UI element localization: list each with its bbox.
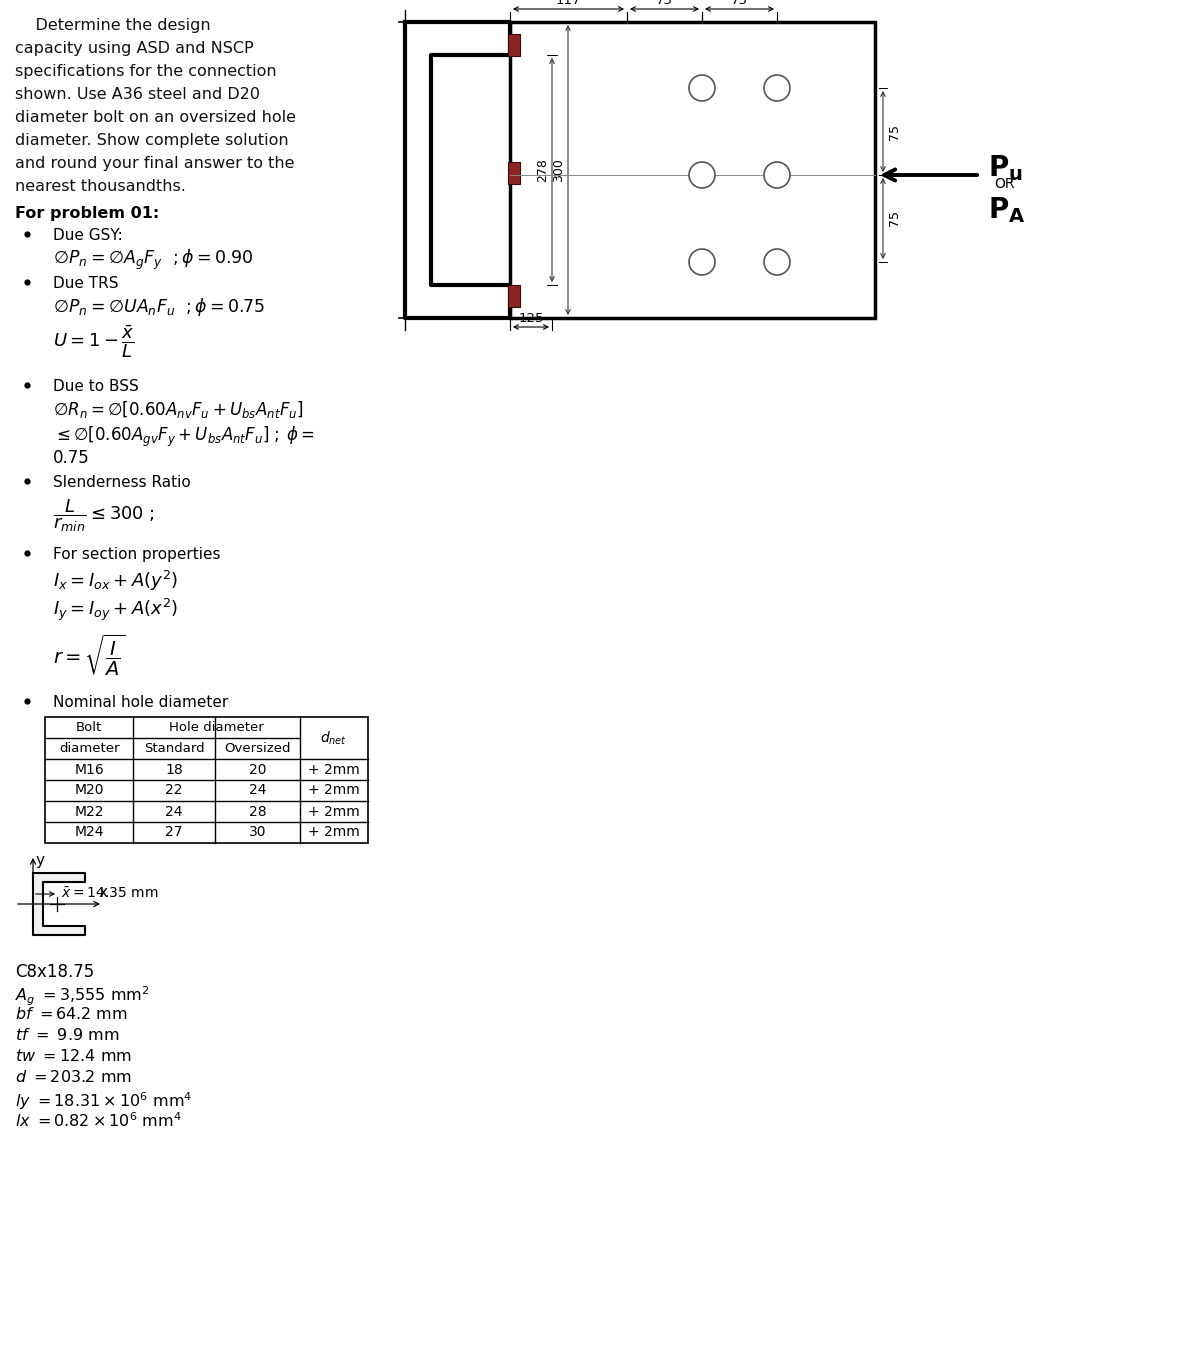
Text: $I_x = I_{ox} + A(y^2)$: $I_x = I_{ox} + A(y^2)$ [53, 569, 179, 594]
Text: y: y [36, 853, 46, 868]
Text: x: x [98, 886, 108, 900]
Text: $\dfrac{L}{r_{min}} \leq 300\;$;: $\dfrac{L}{r_{min}} \leq 300\;$; [53, 498, 155, 534]
Text: M16: M16 [74, 763, 104, 776]
Text: $\emptyset P_n = \emptyset U A_n F_u$  $; \phi = 0.75$: $\emptyset P_n = \emptyset U A_n F_u$ $;… [53, 296, 265, 318]
Text: Oversized: Oversized [224, 742, 290, 754]
Text: diameter: diameter [59, 742, 119, 754]
Text: Nominal hole diameter: Nominal hole diameter [53, 695, 228, 710]
Text: 24: 24 [166, 804, 182, 818]
Text: 278: 278 [536, 158, 550, 183]
Text: + 2mm: + 2mm [308, 763, 360, 776]
Text: 28: 28 [248, 804, 266, 818]
Text: $d_{net}$: $d_{net}$ [320, 729, 348, 746]
Polygon shape [34, 873, 85, 936]
Text: $ly \ = 18.31 \times 10^6\ \mathrm{mm}^4$: $ly \ = 18.31 \times 10^6\ \mathrm{mm}^4… [14, 1090, 192, 1111]
Bar [508, 285, 520, 307]
Text: Due GSY:: Due GSY: [53, 228, 122, 243]
Text: Due TRS: Due TRS [53, 276, 119, 291]
Text: OR: OR [994, 177, 1014, 191]
Text: and round your final answer to the: and round your final answer to the [14, 155, 294, 170]
Text: C8x18.75: C8x18.75 [14, 963, 95, 982]
Text: $r = \sqrt{\dfrac{I}{A}}$: $r = \sqrt{\dfrac{I}{A}}$ [53, 633, 126, 679]
Text: 75: 75 [656, 0, 673, 7]
Ellipse shape [764, 249, 790, 274]
Text: Determine the design: Determine the design [14, 18, 211, 32]
Text: 27: 27 [166, 826, 182, 840]
Text: diameter bolt on an oversized hole: diameter bolt on an oversized hole [14, 110, 296, 124]
Bar [508, 162, 520, 184]
Bar [46, 717, 368, 844]
Bar [510, 22, 875, 318]
Text: $bf \ = 64.2\ \mathrm{mm}$: $bf \ = 64.2\ \mathrm{mm}$ [14, 1006, 127, 1022]
Text: 24: 24 [248, 784, 266, 798]
Text: $\emptyset R_n = \emptyset[0.60A_{nv}F_u + U_{bs}A_{nt}F_u]$: $\emptyset R_n = \emptyset[0.60A_{nv}F_u… [53, 399, 304, 420]
Ellipse shape [689, 162, 715, 188]
Text: capacity using ASD and NSCP: capacity using ASD and NSCP [14, 41, 253, 55]
Text: 125: 125 [518, 312, 544, 324]
Ellipse shape [689, 74, 715, 101]
Text: M24: M24 [74, 826, 103, 840]
Text: specifications for the connection: specifications for the connection [14, 64, 277, 78]
Text: 75: 75 [731, 0, 748, 7]
Text: 300: 300 [552, 158, 565, 183]
Text: + 2mm: + 2mm [308, 784, 360, 798]
Text: M20: M20 [74, 784, 103, 798]
Text: $lx \ = 0.82 \times 10^6\ \mathrm{mm}^4$: $lx \ = 0.82 \times 10^6\ \mathrm{mm}^4$ [14, 1111, 181, 1130]
Text: + 2mm: + 2mm [308, 826, 360, 840]
Text: $d \ = 203.2\ \mathrm{mm}$: $d \ = 203.2\ \mathrm{mm}$ [14, 1069, 132, 1086]
Text: + 2mm: + 2mm [308, 804, 360, 818]
Text: 20: 20 [248, 763, 266, 776]
Text: 0.75: 0.75 [53, 449, 90, 466]
Text: $tw \ = 12.4\ \mathrm{mm}$: $tw \ = 12.4\ \mathrm{mm}$ [14, 1048, 132, 1064]
Bar [508, 34, 520, 55]
Ellipse shape [689, 249, 715, 274]
Text: $U = 1 - \dfrac{\bar{x}}{L}$: $U = 1 - \dfrac{\bar{x}}{L}$ [53, 324, 134, 360]
Text: diameter. Show complete solution: diameter. Show complete solution [14, 132, 289, 147]
Text: nearest thousandths.: nearest thousandths. [14, 178, 186, 193]
Text: For problem 01:: For problem 01: [14, 206, 160, 220]
Text: Due to BSS: Due to BSS [53, 379, 139, 393]
Text: 75: 75 [888, 211, 901, 227]
Text: $\mathbf{P_A}$: $\mathbf{P_A}$ [988, 195, 1026, 224]
Text: $I_y = I_{oy} + A(x^2)$: $I_y = I_{oy} + A(x^2)$ [53, 598, 179, 623]
Text: shown. Use A36 steel and D20: shown. Use A36 steel and D20 [14, 87, 260, 101]
Text: $\emptyset P_n = \emptyset A_g F_y$  $; \phi = 0.90$: $\emptyset P_n = \emptyset A_g F_y$ $; \… [53, 247, 253, 272]
Text: $\bar{x} = 14.35$ mm: $\bar{x} = 14.35$ mm [61, 887, 158, 902]
Text: 18: 18 [166, 763, 182, 776]
Text: For section properties: For section properties [53, 548, 221, 562]
Text: Standard: Standard [144, 742, 204, 754]
Text: $\mathbf{P_u}$: $\mathbf{P_u}$ [988, 153, 1022, 183]
Ellipse shape [764, 74, 790, 101]
Text: Slenderness Ratio: Slenderness Ratio [53, 475, 191, 489]
Text: $tf \ = \ 9.9\ \mathrm{mm}$: $tf \ = \ 9.9\ \mathrm{mm}$ [14, 1028, 120, 1042]
Text: 117: 117 [556, 0, 581, 7]
Text: Bolt: Bolt [76, 721, 102, 734]
Text: Hole diameter: Hole diameter [169, 721, 264, 734]
Ellipse shape [764, 162, 790, 188]
Text: 30: 30 [248, 826, 266, 840]
Text: M22: M22 [74, 804, 103, 818]
Text: $\leq \emptyset[0.60A_{gv}F_y + U_{bs}A_{nt}F_u]$$\;;\;\phi =$: $\leq \emptyset[0.60A_{gv}F_y + U_{bs}A_… [53, 425, 314, 449]
Text: 22: 22 [166, 784, 182, 798]
Polygon shape [406, 22, 510, 318]
Text: $A_g \ = 3{,}555\ \mathrm{mm}^2$: $A_g \ = 3{,}555\ \mathrm{mm}^2$ [14, 986, 150, 1009]
Text: 75: 75 [888, 123, 901, 139]
